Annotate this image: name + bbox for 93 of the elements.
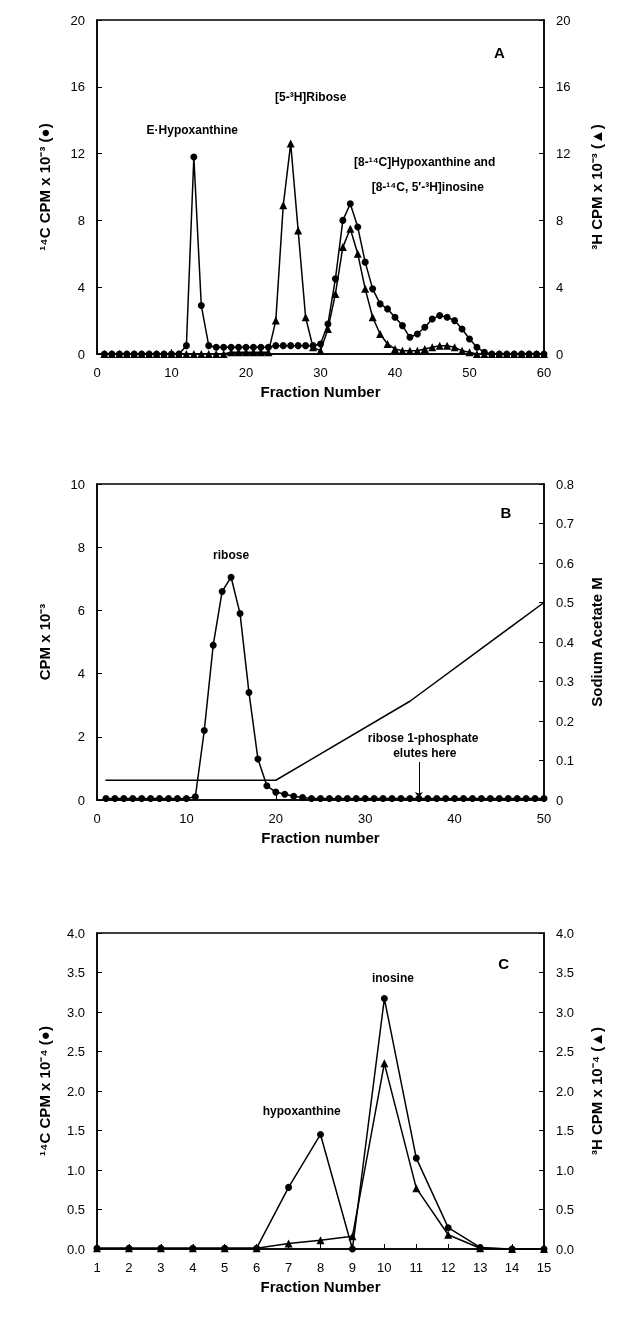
x-axis-title: Fraction Number xyxy=(260,383,381,400)
annotation: E·Hypoxanthine xyxy=(146,123,239,138)
x-tick-label: 14 xyxy=(504,1260,520,1275)
y2-tick-label: 4.0 xyxy=(556,925,575,941)
y-tick-label: 2.5 xyxy=(66,1044,85,1059)
annotation: [8-¹⁴C, 5′-³H]inosine xyxy=(371,180,485,194)
y2-tick-label: 0 xyxy=(556,346,564,362)
annotation: C xyxy=(498,954,510,972)
annotation: ribose xyxy=(213,548,250,563)
y2-tick-label: 2.5 xyxy=(556,1044,575,1059)
y-tick-label: 8 xyxy=(77,539,85,555)
y2-tick-label: 0.2 xyxy=(556,713,575,729)
x-tick-label: 7 xyxy=(284,1260,293,1275)
y-tick-label: 6 xyxy=(77,602,85,618)
x-axis-title: Fraction Number xyxy=(260,1278,381,1295)
y2-tick-label: 0.7 xyxy=(556,516,575,531)
annotation: [8-¹⁴C]Hypoxanthine and xyxy=(354,154,496,169)
y-tick-label: 16 xyxy=(70,79,85,95)
y-tick-label: 20 xyxy=(70,12,85,28)
x-tick-label: 2 xyxy=(125,1260,133,1275)
y-tick-label: 0.0 xyxy=(66,1241,85,1257)
x-tick-label: 1 xyxy=(93,1260,101,1275)
y2-tick-label: 16 xyxy=(556,79,571,95)
x-tick-label: 20 xyxy=(238,365,254,380)
annotation: B xyxy=(500,503,512,521)
x-tick-label: 15 xyxy=(536,1260,552,1275)
x-tick-label: 50 xyxy=(462,365,477,380)
annotation: inosine xyxy=(371,970,415,985)
x-tick-label: 10 xyxy=(377,1260,392,1275)
annotation: A xyxy=(493,43,505,61)
x-tick-label: 11 xyxy=(409,1260,424,1275)
y2-tick-label: 3.0 xyxy=(556,1004,575,1020)
x-tick-label: 5 xyxy=(221,1260,229,1275)
y-axis-title: CPM x 10⁻³ xyxy=(36,603,53,681)
x-tick-label: 10 xyxy=(164,365,179,380)
y2-axis-title: ³H CPM x 10⁻⁴ (▲) xyxy=(588,1026,605,1156)
x-tick-label: 40 xyxy=(447,811,462,826)
x-tick-label: 8 xyxy=(316,1260,325,1275)
annotation: hypoxanthine xyxy=(262,1103,342,1118)
y2-tick-label: 1.0 xyxy=(556,1162,575,1178)
y2-tick-label: 2.0 xyxy=(556,1083,575,1099)
y-axis-title: ¹⁴C CPM x 10⁻³ (●) xyxy=(36,123,53,251)
x-tick-label: 40 xyxy=(387,365,403,380)
x-tick-label: 50 xyxy=(536,811,552,826)
y-tick-label: 0 xyxy=(77,346,85,362)
x-tick-label: 13 xyxy=(472,1260,488,1275)
y2-axis-title: ³H CPM x 10⁻³ (▲) xyxy=(588,124,605,250)
y-axis-title: ¹⁴C CPM x 10⁻⁴ (●) xyxy=(36,1026,53,1156)
x-tick-label: 12 xyxy=(440,1260,456,1275)
y-tick-label: 10 xyxy=(70,476,85,492)
y2-tick-label: 0 xyxy=(556,792,564,808)
x-tick-label: 9 xyxy=(348,1260,357,1275)
x-tick-label: 60 xyxy=(536,365,552,380)
y2-tick-label: 0.8 xyxy=(556,476,575,492)
y2-tick-label: 20 xyxy=(556,12,571,28)
y2-tick-label: 1.5 xyxy=(556,1123,575,1138)
y-tick-label: 0.5 xyxy=(66,1202,85,1217)
y-tick-label: 3.0 xyxy=(66,1004,85,1020)
y2-tick-label: 0.3 xyxy=(556,674,575,689)
y-tick-label: 0 xyxy=(77,792,85,808)
y-tick-label: 1.5 xyxy=(66,1123,85,1138)
x-tick-label: 30 xyxy=(357,811,373,826)
x-tick-label: 4 xyxy=(189,1260,197,1275)
y2-tick-label: 0.5 xyxy=(556,1202,575,1217)
y-tick-label: 12 xyxy=(70,146,85,162)
y2-axis-title: Sodium Acetate M xyxy=(588,577,605,707)
x-tick-label: 0 xyxy=(93,811,101,826)
y2-tick-label: 0.1 xyxy=(556,753,575,768)
y2-tick-label: 8 xyxy=(556,212,564,228)
x-tick-label: 10 xyxy=(179,811,194,826)
x-tick-label: 30 xyxy=(313,365,328,380)
y-tick-label: 4 xyxy=(77,666,85,682)
annotation: [5-³H]Ribose xyxy=(274,89,347,104)
y-tick-label: 2.0 xyxy=(66,1083,85,1099)
y2-tick-label: 12 xyxy=(556,146,571,162)
y2-tick-label: 4 xyxy=(556,279,564,295)
y2-tick-label: 3.5 xyxy=(556,965,575,980)
y2-tick-label: 0.0 xyxy=(556,1241,575,1257)
annotation: ribose 1-phosphate elutes here xyxy=(367,730,482,760)
x-tick-label: 20 xyxy=(268,811,284,826)
y2-tick-label: 0.4 xyxy=(556,634,575,650)
x-tick-label: 3 xyxy=(157,1260,165,1275)
x-tick-label: 0 xyxy=(93,365,101,380)
y-tick-label: 4.0 xyxy=(66,925,85,941)
y-tick-label: 3.5 xyxy=(66,965,85,980)
x-tick-label: 6 xyxy=(253,1260,261,1275)
y-tick-label: 1.0 xyxy=(66,1162,85,1178)
y2-tick-label: 0.5 xyxy=(556,595,575,610)
x-axis-title: Fraction number xyxy=(261,829,380,846)
y-tick-label: 4 xyxy=(77,279,85,295)
y2-tick-label: 0.6 xyxy=(556,555,575,571)
y-tick-label: 8 xyxy=(77,212,85,228)
y-tick-label: 2 xyxy=(77,729,85,745)
